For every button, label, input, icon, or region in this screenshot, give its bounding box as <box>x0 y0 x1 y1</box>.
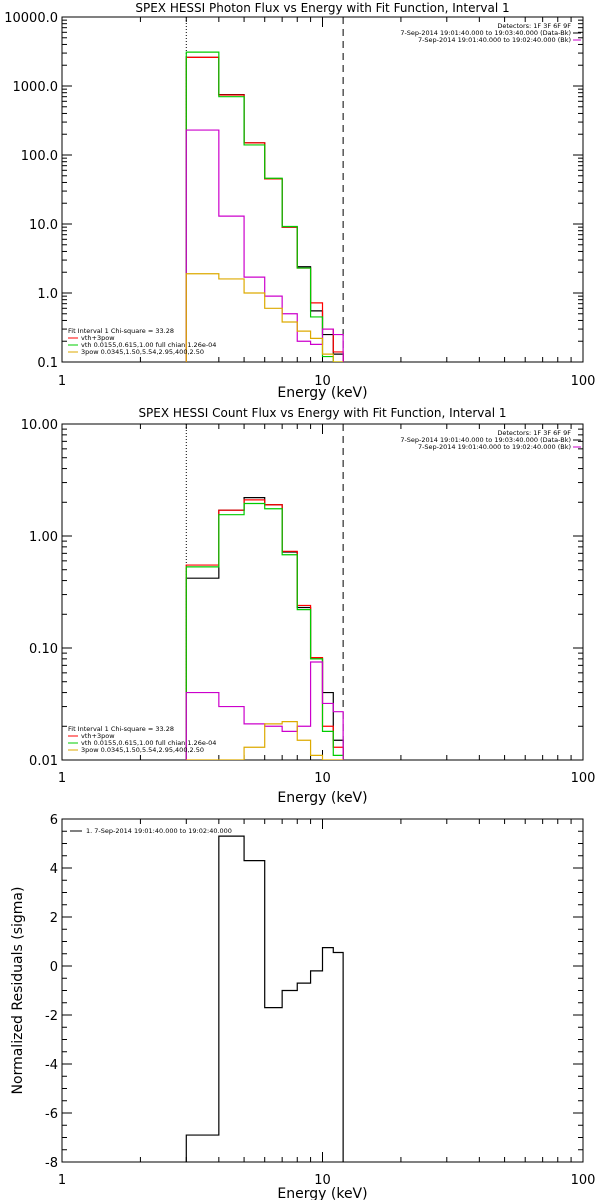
series-line-5 <box>186 721 344 760</box>
y-tick-label: 6 <box>50 813 58 828</box>
y-tick-label: 0 <box>50 960 58 975</box>
series-line-4 <box>185 129 344 362</box>
series-line-2 <box>185 56 344 362</box>
y-tick-label: -2 <box>45 1009 58 1024</box>
x-axis-label: Energy (keV) <box>277 1186 367 1200</box>
y-tick-label: 10.00 <box>21 418 58 433</box>
x-tick-label: 1 <box>58 374 66 389</box>
legend-entry: 7-Sep-2014 19:01:40.000 to 19:03:40.000 … <box>400 436 571 444</box>
y-tick-label: 100.0 <box>21 149 58 164</box>
x-tick-label: 100 <box>571 1173 596 1188</box>
y-tick-label: 4 <box>50 862 58 877</box>
fit-legend-entry: 3pow 0.0345,1.50,5.54,2.95,400,2.50 <box>81 348 204 356</box>
fit-legend-entry: Fit Interval 1 Chi-square = 33.28 <box>68 725 174 733</box>
legend-entry: Detectors: 1F 3F 6F 9F <box>497 429 571 437</box>
legend-entry: 7-Sep-2014 19:01:40.000 to 19:02:40.000 … <box>418 443 571 451</box>
fit-legend-entry: 3pow 0.0345,1.50,5.54,2.95,400,2.50 <box>81 746 204 754</box>
y-tick-label: 1.00 <box>29 530 58 545</box>
x-tick-label: 1 <box>58 771 66 786</box>
x-axis-label: Energy (keV) <box>277 385 367 401</box>
x-tick-label: 10 <box>314 771 331 786</box>
legend-entry: 1. 7-Sep-2014 19:01:40.000 to 19:02:40.0… <box>86 827 232 835</box>
y-axis-label: Normalized Residuals (sigma) <box>10 887 26 1095</box>
series-line-4 <box>185 661 344 760</box>
y-tick-label: -6 <box>45 1107 58 1122</box>
chart-title: SPEX HESSI Photon Flux vs Energy with Fi… <box>135 1 509 15</box>
series-line-1 <box>185 56 344 362</box>
fit-legend-entry: vth 0.0155,0.615,1.00 full chian 1.26e-0… <box>81 341 216 349</box>
chart-panel-2: SPEX HESSI Count Flux vs Energy with Fit… <box>21 406 596 806</box>
legend-entry: Detectors: 1F 3F 6F 9F <box>497 22 571 30</box>
x-tick-label: 1 <box>58 1173 66 1188</box>
y-tick-label: 0.10 <box>29 642 58 657</box>
x-tick-label: 10 <box>314 1173 331 1188</box>
y-tick-label: 0.01 <box>29 754 58 769</box>
x-axis-label: Energy (keV) <box>277 790 367 806</box>
y-tick-label: 0.1 <box>37 356 58 371</box>
x-tick-label: 100 <box>571 771 596 786</box>
fit-legend-entry: Fit Interval 1 Chi-square = 33.28 <box>68 327 174 335</box>
y-tick-label: 10000.0 <box>4 11 58 26</box>
chart-title: SPEX HESSI Count Flux vs Energy with Fit… <box>138 406 506 420</box>
x-tick-label: 10 <box>314 374 331 389</box>
y-tick-label: 10.0 <box>29 218 58 233</box>
series-line-1 <box>185 835 344 1162</box>
chart-panel-1: SPEX HESSI Photon Flux vs Energy with Fi… <box>4 1 595 401</box>
plot-frame <box>61 818 584 1163</box>
y-tick-label: 2 <box>50 911 58 926</box>
y-tick-label: -4 <box>45 1058 58 1073</box>
series-line-3 <box>185 51 344 362</box>
legend-entry: 7-Sep-2014 19:01:40.000 to 19:03:40.000 … <box>400 29 571 37</box>
legend-entry: 7-Sep-2014 19:01:40.000 to 19:02:40.000 … <box>418 36 571 44</box>
series-line-5 <box>185 273 344 362</box>
x-tick-label: 100 <box>571 374 596 389</box>
chart-panel-3: 1 10 100 -8 -6 -4 -2 0 2 4 6 Energy (keV) Normalized… <box>10 813 595 1200</box>
fit-legend-entry: vth 0.0155,0.615,1.00 full chian 1.26e-0… <box>81 739 216 747</box>
y-tick-label: 1.0 <box>37 287 58 302</box>
fit-legend-entry: vth+3pow <box>81 334 115 342</box>
series-line-3 <box>185 502 344 760</box>
fit-legend-entry: vth+3pow <box>81 732 115 740</box>
y-tick-label: 1000.0 <box>13 80 59 95</box>
series-line-1 <box>185 497 344 760</box>
y-tick-label: -8 <box>45 1156 58 1171</box>
series-line-2 <box>185 499 344 760</box>
